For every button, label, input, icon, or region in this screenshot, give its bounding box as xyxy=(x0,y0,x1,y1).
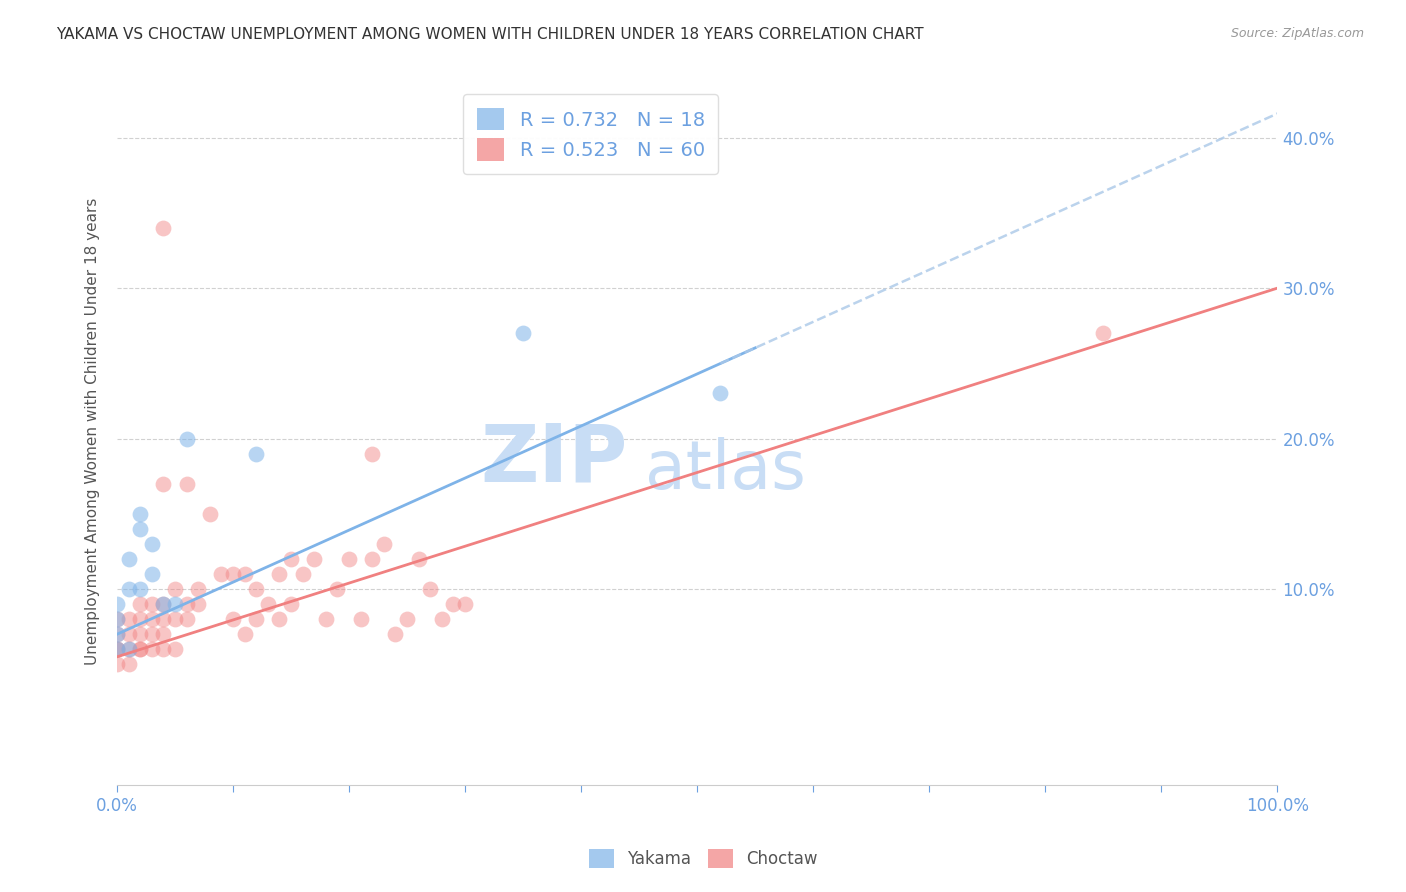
Point xyxy=(163,597,186,611)
Point xyxy=(152,476,174,491)
Point xyxy=(105,642,128,657)
Point xyxy=(1092,326,1115,341)
Point xyxy=(384,627,406,641)
Point xyxy=(105,627,128,641)
Point xyxy=(245,447,267,461)
Point xyxy=(163,642,186,657)
Point xyxy=(163,582,186,596)
Point xyxy=(419,582,441,596)
Point xyxy=(176,612,198,626)
Point xyxy=(141,642,163,657)
Point xyxy=(709,386,731,401)
Point xyxy=(408,552,430,566)
Point xyxy=(326,582,349,596)
Point xyxy=(176,597,198,611)
Point xyxy=(117,657,139,672)
Point xyxy=(105,642,128,657)
Point xyxy=(222,567,245,582)
Point xyxy=(233,627,256,641)
Point xyxy=(269,612,291,626)
Point xyxy=(152,642,174,657)
Point xyxy=(152,612,174,626)
Point xyxy=(209,567,232,582)
Point xyxy=(280,552,302,566)
Point xyxy=(163,612,186,626)
Point xyxy=(245,582,267,596)
Point xyxy=(361,447,384,461)
Point xyxy=(141,627,163,641)
Point xyxy=(198,507,221,521)
Point xyxy=(117,642,139,657)
Legend: R = 0.732   N = 18, R = 0.523   N = 60: R = 0.732 N = 18, R = 0.523 N = 60 xyxy=(463,95,718,174)
Point xyxy=(152,221,174,235)
Point xyxy=(141,612,163,626)
Point xyxy=(350,612,373,626)
Point xyxy=(105,612,128,626)
Point xyxy=(129,522,152,536)
Text: atlas: atlas xyxy=(645,437,806,503)
Point xyxy=(129,582,152,596)
Point xyxy=(187,597,209,611)
Text: Source: ZipAtlas.com: Source: ZipAtlas.com xyxy=(1230,27,1364,40)
Point xyxy=(269,567,291,582)
Point xyxy=(129,612,152,626)
Point xyxy=(117,627,139,641)
Point xyxy=(337,552,360,566)
Point xyxy=(117,642,139,657)
Point xyxy=(454,597,477,611)
Point xyxy=(280,597,302,611)
Text: YAKAMA VS CHOCTAW UNEMPLOYMENT AMONG WOMEN WITH CHILDREN UNDER 18 YEARS CORRELAT: YAKAMA VS CHOCTAW UNEMPLOYMENT AMONG WOM… xyxy=(56,27,924,42)
Point xyxy=(129,597,152,611)
Point xyxy=(430,612,453,626)
Point xyxy=(141,597,163,611)
Point xyxy=(141,567,163,582)
Point xyxy=(105,612,128,626)
Point xyxy=(443,597,465,611)
Point xyxy=(141,537,163,551)
Point xyxy=(152,597,174,611)
Point xyxy=(176,476,198,491)
Point xyxy=(105,627,128,641)
Point xyxy=(105,657,128,672)
Point xyxy=(361,552,384,566)
Point xyxy=(105,597,128,611)
Text: ZIP: ZIP xyxy=(481,420,627,499)
Point xyxy=(129,507,152,521)
Point xyxy=(256,597,278,611)
Point xyxy=(512,326,534,341)
Point xyxy=(105,642,128,657)
Point xyxy=(129,627,152,641)
Legend: Yakama, Choctaw: Yakama, Choctaw xyxy=(582,842,824,875)
Point xyxy=(117,582,139,596)
Point xyxy=(152,627,174,641)
Point xyxy=(245,612,267,626)
Point xyxy=(129,642,152,657)
Y-axis label: Unemployment Among Women with Children Under 18 years: Unemployment Among Women with Children U… xyxy=(86,197,100,665)
Point xyxy=(373,537,395,551)
Point xyxy=(315,612,337,626)
Point xyxy=(222,612,245,626)
Point xyxy=(187,582,209,596)
Point xyxy=(396,612,419,626)
Point xyxy=(152,597,174,611)
Point xyxy=(129,642,152,657)
Point xyxy=(117,612,139,626)
Point xyxy=(233,567,256,582)
Point xyxy=(176,432,198,446)
Point xyxy=(291,567,314,582)
Point xyxy=(117,552,139,566)
Point xyxy=(302,552,325,566)
